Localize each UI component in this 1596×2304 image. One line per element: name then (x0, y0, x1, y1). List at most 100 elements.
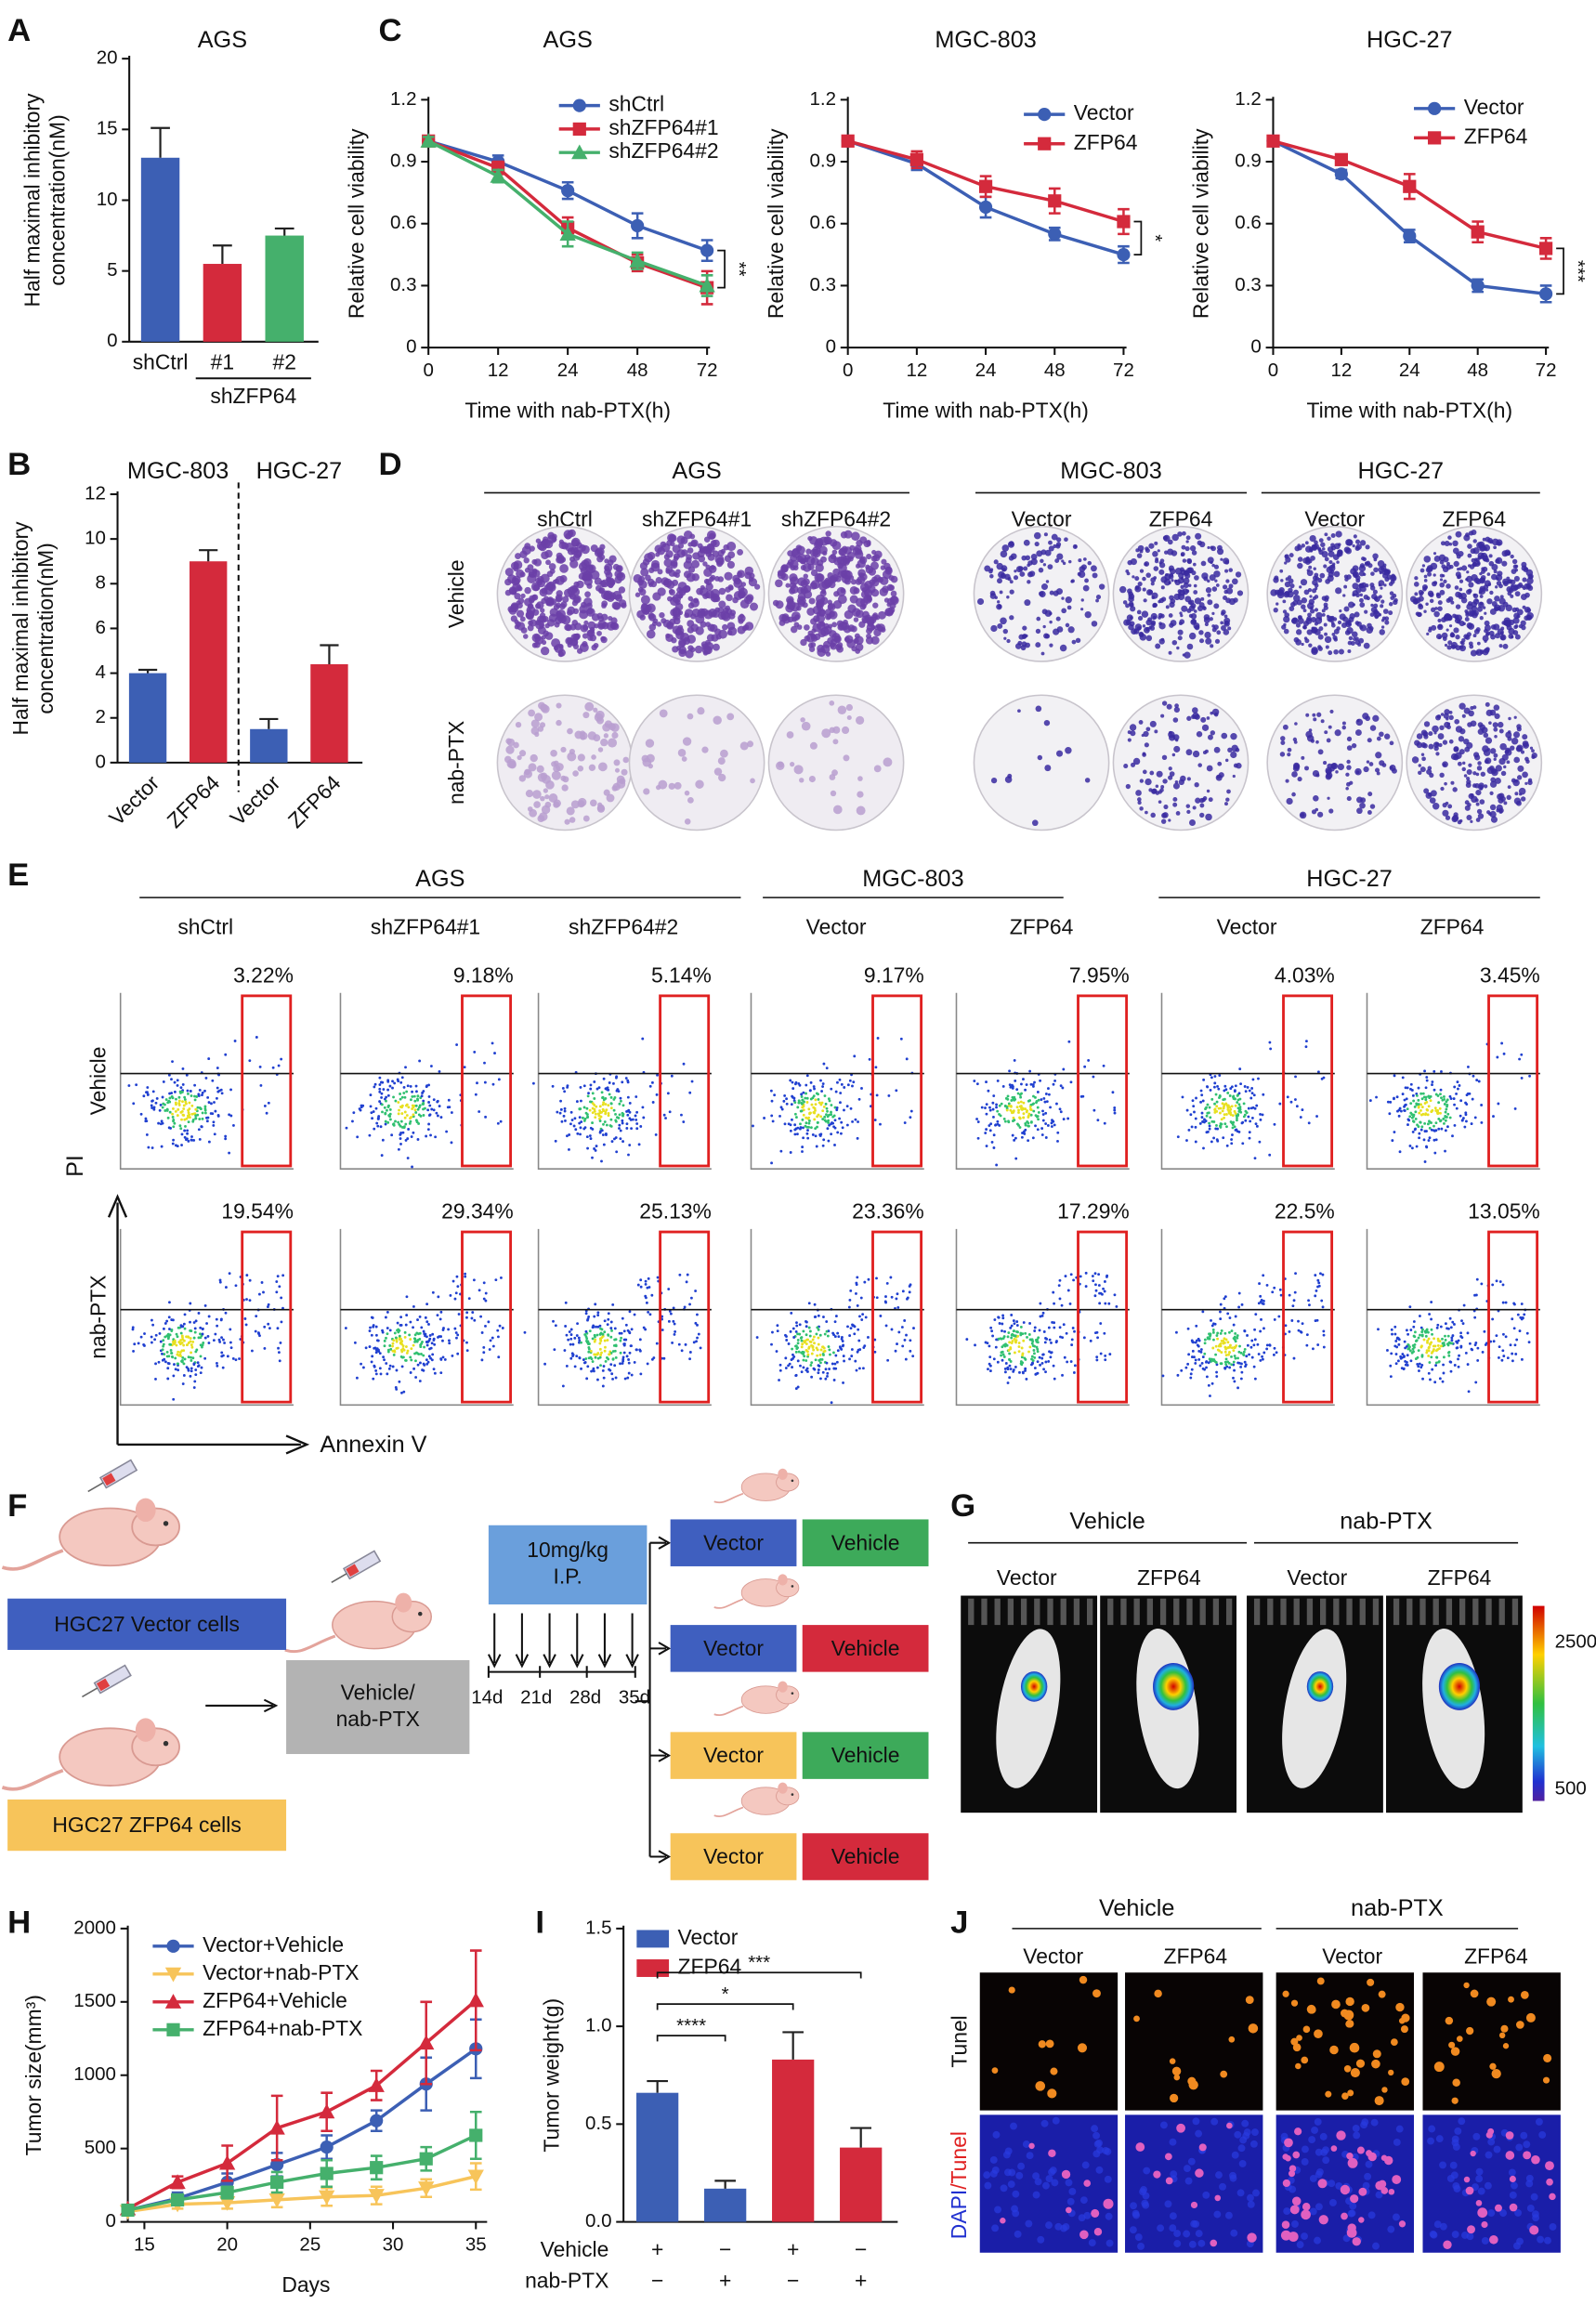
event (570, 1333, 573, 1336)
event (198, 1312, 201, 1315)
colony (599, 581, 606, 587)
event (827, 1121, 830, 1124)
colony (517, 755, 522, 760)
event (848, 1299, 851, 1302)
event (799, 1122, 802, 1125)
colony (705, 579, 712, 585)
colony (1327, 739, 1331, 743)
colony (1342, 721, 1346, 725)
event (589, 1088, 592, 1091)
colony (805, 549, 811, 555)
colony (1477, 761, 1481, 765)
event (419, 1362, 422, 1365)
colony (1354, 768, 1362, 776)
event (682, 1120, 685, 1123)
colony (1236, 571, 1241, 577)
event (593, 1097, 595, 1100)
colony (1489, 561, 1495, 567)
event (168, 1328, 171, 1330)
event (204, 1112, 207, 1115)
event (281, 1274, 284, 1276)
colony (1217, 548, 1223, 555)
colony (725, 586, 731, 593)
colony (713, 596, 720, 602)
event (610, 1125, 613, 1128)
colony (1215, 639, 1220, 644)
colony (1462, 767, 1466, 771)
colony (1202, 607, 1207, 611)
event (824, 1333, 827, 1336)
event (854, 1360, 857, 1363)
colony (1168, 582, 1171, 584)
colony (667, 622, 674, 629)
colony (591, 645, 596, 650)
event (160, 1122, 163, 1125)
event (790, 1330, 792, 1333)
event (412, 1305, 415, 1308)
event (631, 1374, 634, 1377)
colony (1512, 608, 1517, 612)
event (425, 1320, 428, 1323)
event (370, 1111, 373, 1114)
colony (1328, 650, 1332, 655)
colony (1170, 573, 1173, 577)
event (187, 1335, 190, 1338)
event (352, 1111, 355, 1114)
event (823, 1116, 826, 1119)
colony (1522, 771, 1528, 778)
event (386, 1121, 389, 1124)
colony (1446, 717, 1448, 720)
event (188, 1115, 190, 1118)
event (831, 1401, 833, 1404)
event (419, 1380, 422, 1382)
event (573, 1125, 576, 1128)
event (140, 1113, 143, 1116)
colony (528, 763, 536, 771)
event (811, 1353, 814, 1355)
colony (1353, 544, 1355, 547)
event (574, 1117, 577, 1119)
colony (1481, 772, 1485, 777)
event (622, 1342, 625, 1345)
event (188, 1120, 190, 1123)
event (801, 1345, 804, 1348)
colony (827, 614, 831, 619)
colony (1364, 643, 1370, 649)
colony (1228, 568, 1233, 572)
event (624, 1378, 627, 1381)
event (188, 1355, 190, 1358)
colony (1210, 644, 1213, 648)
colony (1174, 580, 1180, 585)
event (180, 1086, 183, 1089)
colony (990, 568, 994, 571)
event (850, 1327, 853, 1329)
colony (1496, 577, 1498, 580)
y-tick-label: 1.2 (810, 88, 837, 110)
event (198, 1118, 201, 1120)
colony (1522, 578, 1526, 583)
event (819, 1361, 822, 1364)
event (280, 1342, 282, 1344)
colony (990, 591, 996, 596)
colony (1452, 787, 1457, 792)
event (596, 1088, 599, 1091)
event (696, 1324, 699, 1327)
colony (1485, 759, 1489, 764)
event (397, 1322, 399, 1325)
event (625, 1077, 628, 1080)
event (623, 1352, 626, 1355)
colony (1010, 580, 1014, 583)
colony (1391, 580, 1395, 584)
y-axis-label: Half maximal inhibitory (20, 93, 45, 308)
colony (526, 610, 534, 619)
event (203, 1357, 206, 1360)
colony (1221, 733, 1227, 740)
event (414, 1111, 417, 1114)
colony (1370, 804, 1375, 808)
colony (1205, 750, 1209, 753)
legend-marker (1428, 131, 1441, 144)
event (613, 1364, 616, 1367)
event (600, 1159, 603, 1162)
colony (1128, 596, 1134, 603)
event (829, 1099, 831, 1102)
